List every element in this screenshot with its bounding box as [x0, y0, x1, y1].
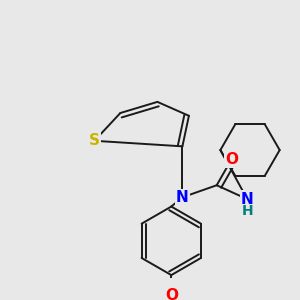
- Text: O: O: [225, 152, 238, 167]
- Text: S: S: [89, 133, 100, 148]
- Text: N: N: [176, 190, 189, 205]
- Text: O: O: [165, 288, 178, 300]
- Text: S: S: [89, 133, 100, 148]
- Text: H: H: [242, 204, 253, 218]
- Text: N: N: [241, 192, 253, 207]
